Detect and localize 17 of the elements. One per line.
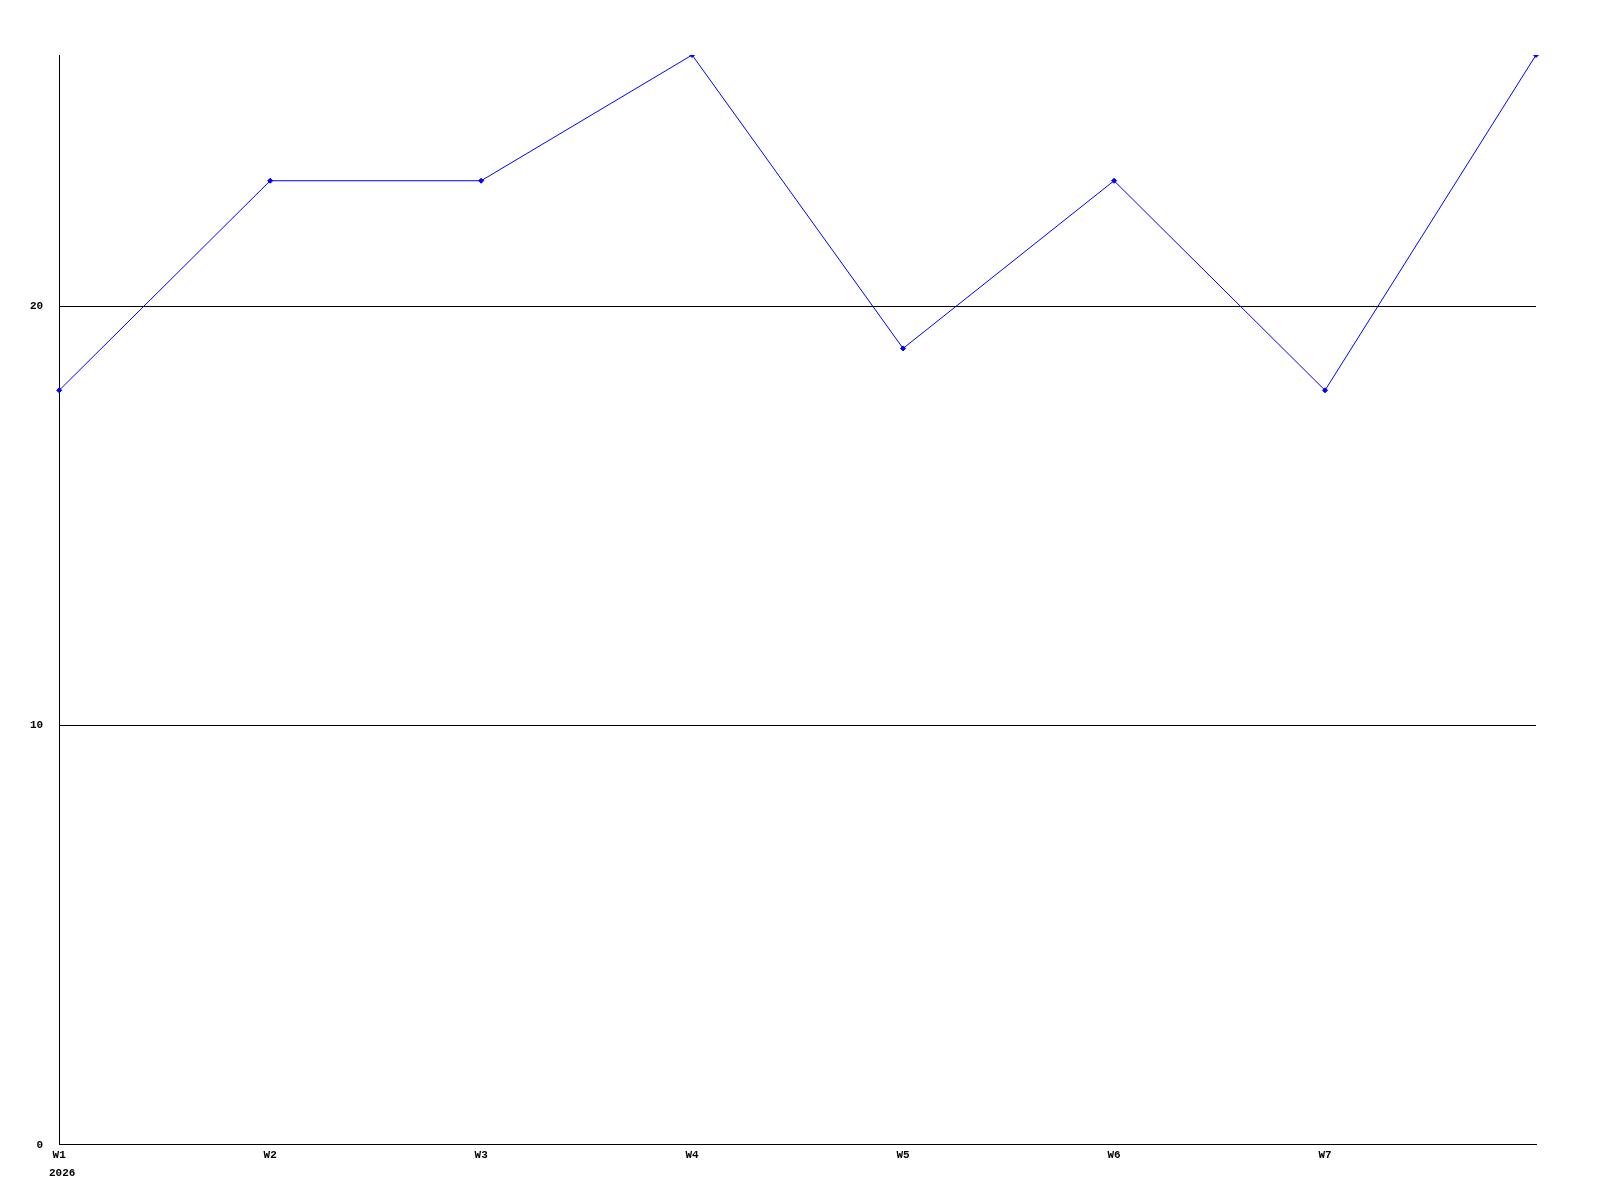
x-tick-label: W1 [52, 1149, 67, 1162]
y-tick-label: 0 [36, 1138, 44, 1151]
x-tick-label: W3 [474, 1149, 489, 1162]
text: 2026 [49, 1167, 76, 1180]
x-tick-label: W7 [1318, 1149, 1332, 1162]
point [267, 177, 274, 184]
x-tick-label: W4 [685, 1149, 700, 1162]
x-tick-label: W5 [896, 1149, 911, 1162]
point [478, 177, 485, 184]
x-tick-label: W6 [1107, 1149, 1121, 1162]
point [56, 387, 63, 394]
point [900, 345, 907, 352]
x-tick-label: W2 [263, 1149, 277, 1162]
point [1322, 387, 1329, 394]
y-tick-label: 10 [30, 719, 44, 732]
point [1111, 177, 1118, 184]
y-tick-label: 20 [30, 300, 44, 313]
